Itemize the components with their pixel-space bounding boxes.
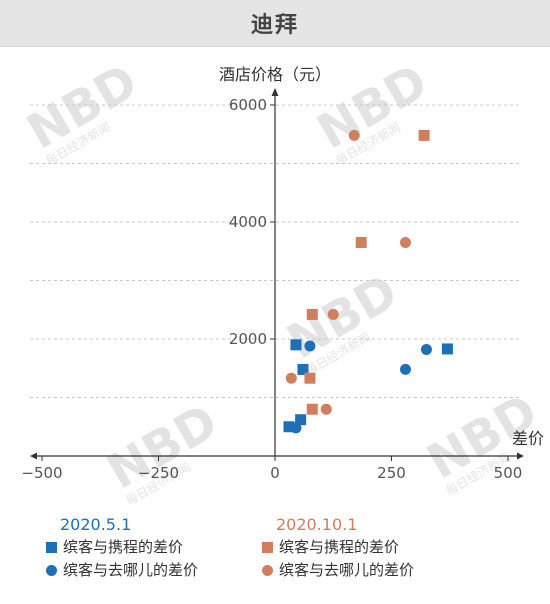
y-tick-label: 4000 — [229, 213, 267, 231]
x-axis-title: 差价 — [512, 429, 544, 448]
circle-point — [285, 372, 297, 384]
x-axis-arrow-left — [30, 452, 37, 460]
y-axis-arrow — [271, 88, 279, 96]
legend-label: 缤客与去哪儿的差价 — [63, 561, 198, 579]
x-tick-label: 250 — [377, 464, 406, 482]
circle-point — [327, 308, 339, 320]
legend-label: 缤客与携程的差价 — [63, 538, 183, 556]
legend-label: 缤客与携程的差价 — [279, 538, 399, 556]
y-tick-label: 6000 — [229, 96, 267, 114]
gridlines — [30, 104, 520, 398]
legend-circle-swatch — [46, 565, 57, 576]
square-point — [306, 403, 318, 415]
axes: −500 −250 0 250 500 2000 4000 6000 酒店价格（元） 差价 — [21, 65, 544, 482]
square-point — [295, 414, 307, 426]
legend-square-swatch — [46, 542, 57, 553]
square-point — [441, 343, 453, 355]
circle-point — [420, 344, 432, 356]
y-axis-title: 酒店价格（元） — [219, 65, 331, 84]
square-point — [355, 236, 367, 248]
y-tick-label: 2000 — [229, 330, 267, 348]
circle-point — [290, 422, 302, 434]
data-points — [283, 129, 453, 434]
x-tick-label: −500 — [21, 464, 62, 482]
square-point — [283, 421, 295, 433]
square-point — [290, 339, 302, 351]
square-point — [306, 308, 318, 320]
x-tick-label: 0 — [270, 464, 280, 482]
circle-point — [399, 236, 411, 248]
legend-label: 缤客与去哪儿的差价 — [279, 561, 414, 579]
title-bar: 迪拜 — [0, 0, 550, 47]
legend-circle-swatch — [262, 565, 273, 576]
x-axis-arrow-right — [517, 452, 524, 460]
legend-group-heading: 2020.10.1 — [276, 515, 357, 534]
square-point — [297, 363, 309, 375]
legend-square-swatch — [262, 542, 273, 553]
x-tick-label: −250 — [138, 464, 179, 482]
square-point — [304, 372, 316, 384]
circle-point — [348, 129, 360, 141]
circle-point — [304, 340, 316, 352]
square-point — [418, 129, 430, 141]
circle-point — [320, 403, 332, 415]
legend: 2020.5.1缤客与携程的差价缤客与去哪儿的差价2020.10.1缤客与携程的… — [46, 515, 414, 579]
chart-title: 迪拜 — [250, 13, 299, 38]
circle-point — [399, 363, 411, 375]
legend-group-heading: 2020.5.1 — [60, 515, 131, 534]
x-tick-label: 500 — [494, 464, 523, 482]
